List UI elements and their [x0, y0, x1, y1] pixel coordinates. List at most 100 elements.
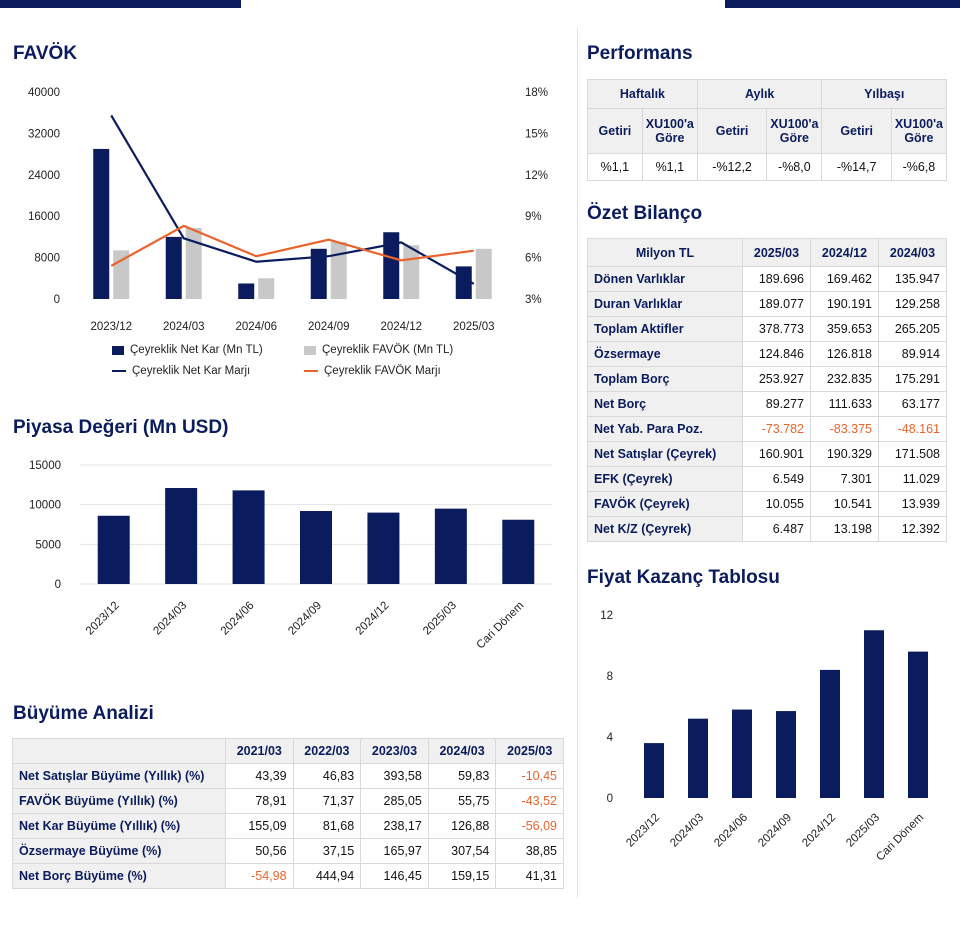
bilanco-cell: 126.818 [810, 341, 879, 367]
buyume-cell: 43,39 [225, 763, 294, 789]
favok-y2-tick: 18% [525, 87, 548, 99]
bilanco-row: Özsermaye 124.846 126.818 89.914 [587, 341, 947, 367]
performans-subheader-cell: Getiri [821, 108, 892, 154]
bilanco-cell: 171.508 [878, 441, 947, 467]
legend-favok: Çeyreklik FAVÖK (Mn TL) [304, 344, 453, 356]
bilanco-cell: 63.177 [878, 391, 947, 417]
favok-y-tick: 8000 [34, 253, 60, 265]
bilanco-row-label: Duran Varlıklar [587, 291, 743, 317]
buyume-header-cell: 2024/03 [427, 738, 497, 764]
bilanco-cell: 169.462 [810, 266, 879, 292]
bilanco-row-label: Net K/Z (Çeyrek) [587, 516, 743, 542]
piyasa-bar [232, 490, 265, 584]
bilanco-cell: 124.846 [742, 341, 811, 367]
buyume-cell: 393,58 [360, 763, 429, 789]
buyume-row: Net Borç Büyüme (%) -54,98 444,94 146,45 159… [12, 863, 564, 889]
buyume-cell: 159,15 [427, 863, 497, 889]
piyasa-chart: 15000 10000 5000 0 2023/12 2024/03 2024/06 2024… [29, 460, 552, 652]
bilanco-cell: 6.487 [742, 516, 811, 542]
performans-group-cell: Yılbaşı [821, 79, 947, 109]
bilanco-row-label: Özsermaye [587, 341, 743, 367]
bilanco-cell: 175.291 [878, 366, 947, 392]
top-accent-bar-right [725, 0, 960, 8]
buyume-header-row: 2021/03 2022/03 2023/03 2024/03 2025/03 [12, 738, 564, 764]
bilanco-header-row: Milyon TL 2025/03 2024/12 2024/03 [587, 238, 947, 267]
favok-x-tick: 2024/09 [308, 321, 350, 333]
fk-x-tick: 2023/12 [624, 812, 662, 850]
bilanco-row: EFK (Çeyrek) 6.549 7.301 11.029 [587, 466, 947, 492]
bilanco-cell: 89.277 [742, 391, 811, 417]
fk-x-tick: 2024/09 [756, 812, 794, 850]
fk-bar [644, 743, 664, 798]
bilanco-row: Dönen Varlıklar 189.696 169.462 135.947 [587, 266, 947, 292]
legend-label-favok: Çeyreklik FAVÖK (Mn TL) [322, 344, 454, 356]
piyasa-bar [367, 512, 400, 584]
buyume-title: Büyüme Analizi [13, 703, 154, 724]
buyume-cell: 38,85 [495, 838, 564, 864]
legend-net-kar-marji: Çeyreklik Net Kar Marjı [112, 365, 250, 377]
legend-swatch-net-kar-marji [112, 370, 126, 372]
legend-label-favok-marji: Çeyreklik FAVÖK Marjı [324, 365, 441, 377]
fk-bar [732, 709, 752, 798]
bilanco-row-label: Dönen Varlıklar [587, 266, 743, 292]
favok-y-tick: 32000 [28, 128, 60, 140]
favok-y2-tick: 3% [525, 294, 542, 306]
performans-value-cell: %1,1 [587, 153, 643, 181]
favok-bar-favok [258, 278, 275, 299]
favok-bar-net-kar [93, 148, 110, 299]
bilanco-cell: 265.205 [878, 316, 947, 342]
buyume-row: FAVÖK Büyüme (Yıllık) (%) 78,91 71,37 285,0… [12, 788, 564, 814]
piyasa-x-tick: 2024/06 [219, 600, 257, 638]
buyume-cell: 146,45 [360, 863, 429, 889]
piyasa-x-tick: 2024/12 [354, 600, 392, 638]
performans-subheader-cell: Getiri [587, 108, 643, 154]
favok-y2-tick: 15% [525, 128, 548, 140]
buyume-cell: -54,98 [225, 863, 294, 889]
buyume-cell: 444,94 [292, 863, 362, 889]
bilanco-cell: 189.696 [742, 266, 811, 292]
bilanco-row-label: FAVÖK (Çeyrek) [587, 491, 743, 517]
performans-subheader-cell: XU100'a Göre [766, 108, 823, 154]
fk-bar [776, 711, 796, 798]
bilanco-row-label: Net Yab. Para Poz. [587, 416, 743, 442]
bilanco-cell: 253.927 [742, 366, 811, 392]
favok-y-tick: 16000 [28, 211, 60, 223]
buyume-cell: 238,17 [360, 813, 429, 839]
favok-y-tick: 40000 [28, 87, 60, 99]
piyasa-y-tick: 10000 [29, 500, 61, 512]
bilanco-row: Net Satışlar (Çeyrek) 160.901 190.329 171.5… [587, 441, 947, 467]
bilanco-cell: 160.901 [742, 441, 811, 467]
buyume-cell: -43,52 [495, 788, 564, 814]
bilanco-row-label: Toplam Aktifler [587, 316, 743, 342]
bilanco-cell: 190.329 [810, 441, 879, 467]
favok-bar-favok [185, 228, 202, 299]
performans-group-cell: Haftalık [587, 79, 698, 109]
bilanco-cell: 13.939 [878, 491, 947, 517]
favok-x-tick: 2024/03 [163, 321, 205, 333]
fk-bar [820, 669, 840, 798]
fk-x-tick: 2024/03 [668, 812, 706, 850]
favok-chart: 40000 32000 24000 16000 8000 0 18% 15% 12% 9% 6% 3%… [28, 87, 548, 333]
fk-x-tick: 2025/03 [844, 812, 882, 850]
buyume-cell: 165,97 [360, 838, 429, 864]
buyume-cell: 41,31 [495, 863, 564, 889]
bilanco-row-label: EFK (Çeyrek) [587, 466, 743, 492]
buyume-cell: 37,15 [292, 838, 362, 864]
bilanco-cell: 11.029 [878, 466, 947, 492]
bilanco-cell: 129.258 [878, 291, 947, 317]
buyume-cell: 59,83 [427, 763, 497, 789]
favok-y2-tick: 6% [525, 253, 542, 265]
buyume-table: 2021/03 2022/03 2023/03 2024/03 2025/03 … [12, 738, 564, 889]
legend-swatch-favok [304, 345, 316, 355]
legend-swatch-net-kar [112, 345, 124, 355]
fk-chart: 12 8 4 0 2023/12 2024/03 2024/06 2024/09 2024/12… [600, 610, 928, 864]
buyume-row-label: Net Kar Büyüme (Yıllık) (%) [12, 813, 226, 839]
legend-label-net-kar-marji: Çeyreklik Net Kar Marjı [132, 365, 251, 377]
buyume-row: Net Satışlar Büyüme (Yıllık) (%) 43,39 46,… [12, 763, 564, 789]
favok-line-net-kar-marji [110, 114, 475, 285]
bilanco-header-cell: Milyon TL [587, 238, 743, 267]
column-divider [577, 28, 578, 898]
performans-title: Performans [587, 43, 693, 64]
favok-x-tick: 2024/12 [380, 321, 422, 333]
favok-line-favok-marji [110, 224, 474, 267]
